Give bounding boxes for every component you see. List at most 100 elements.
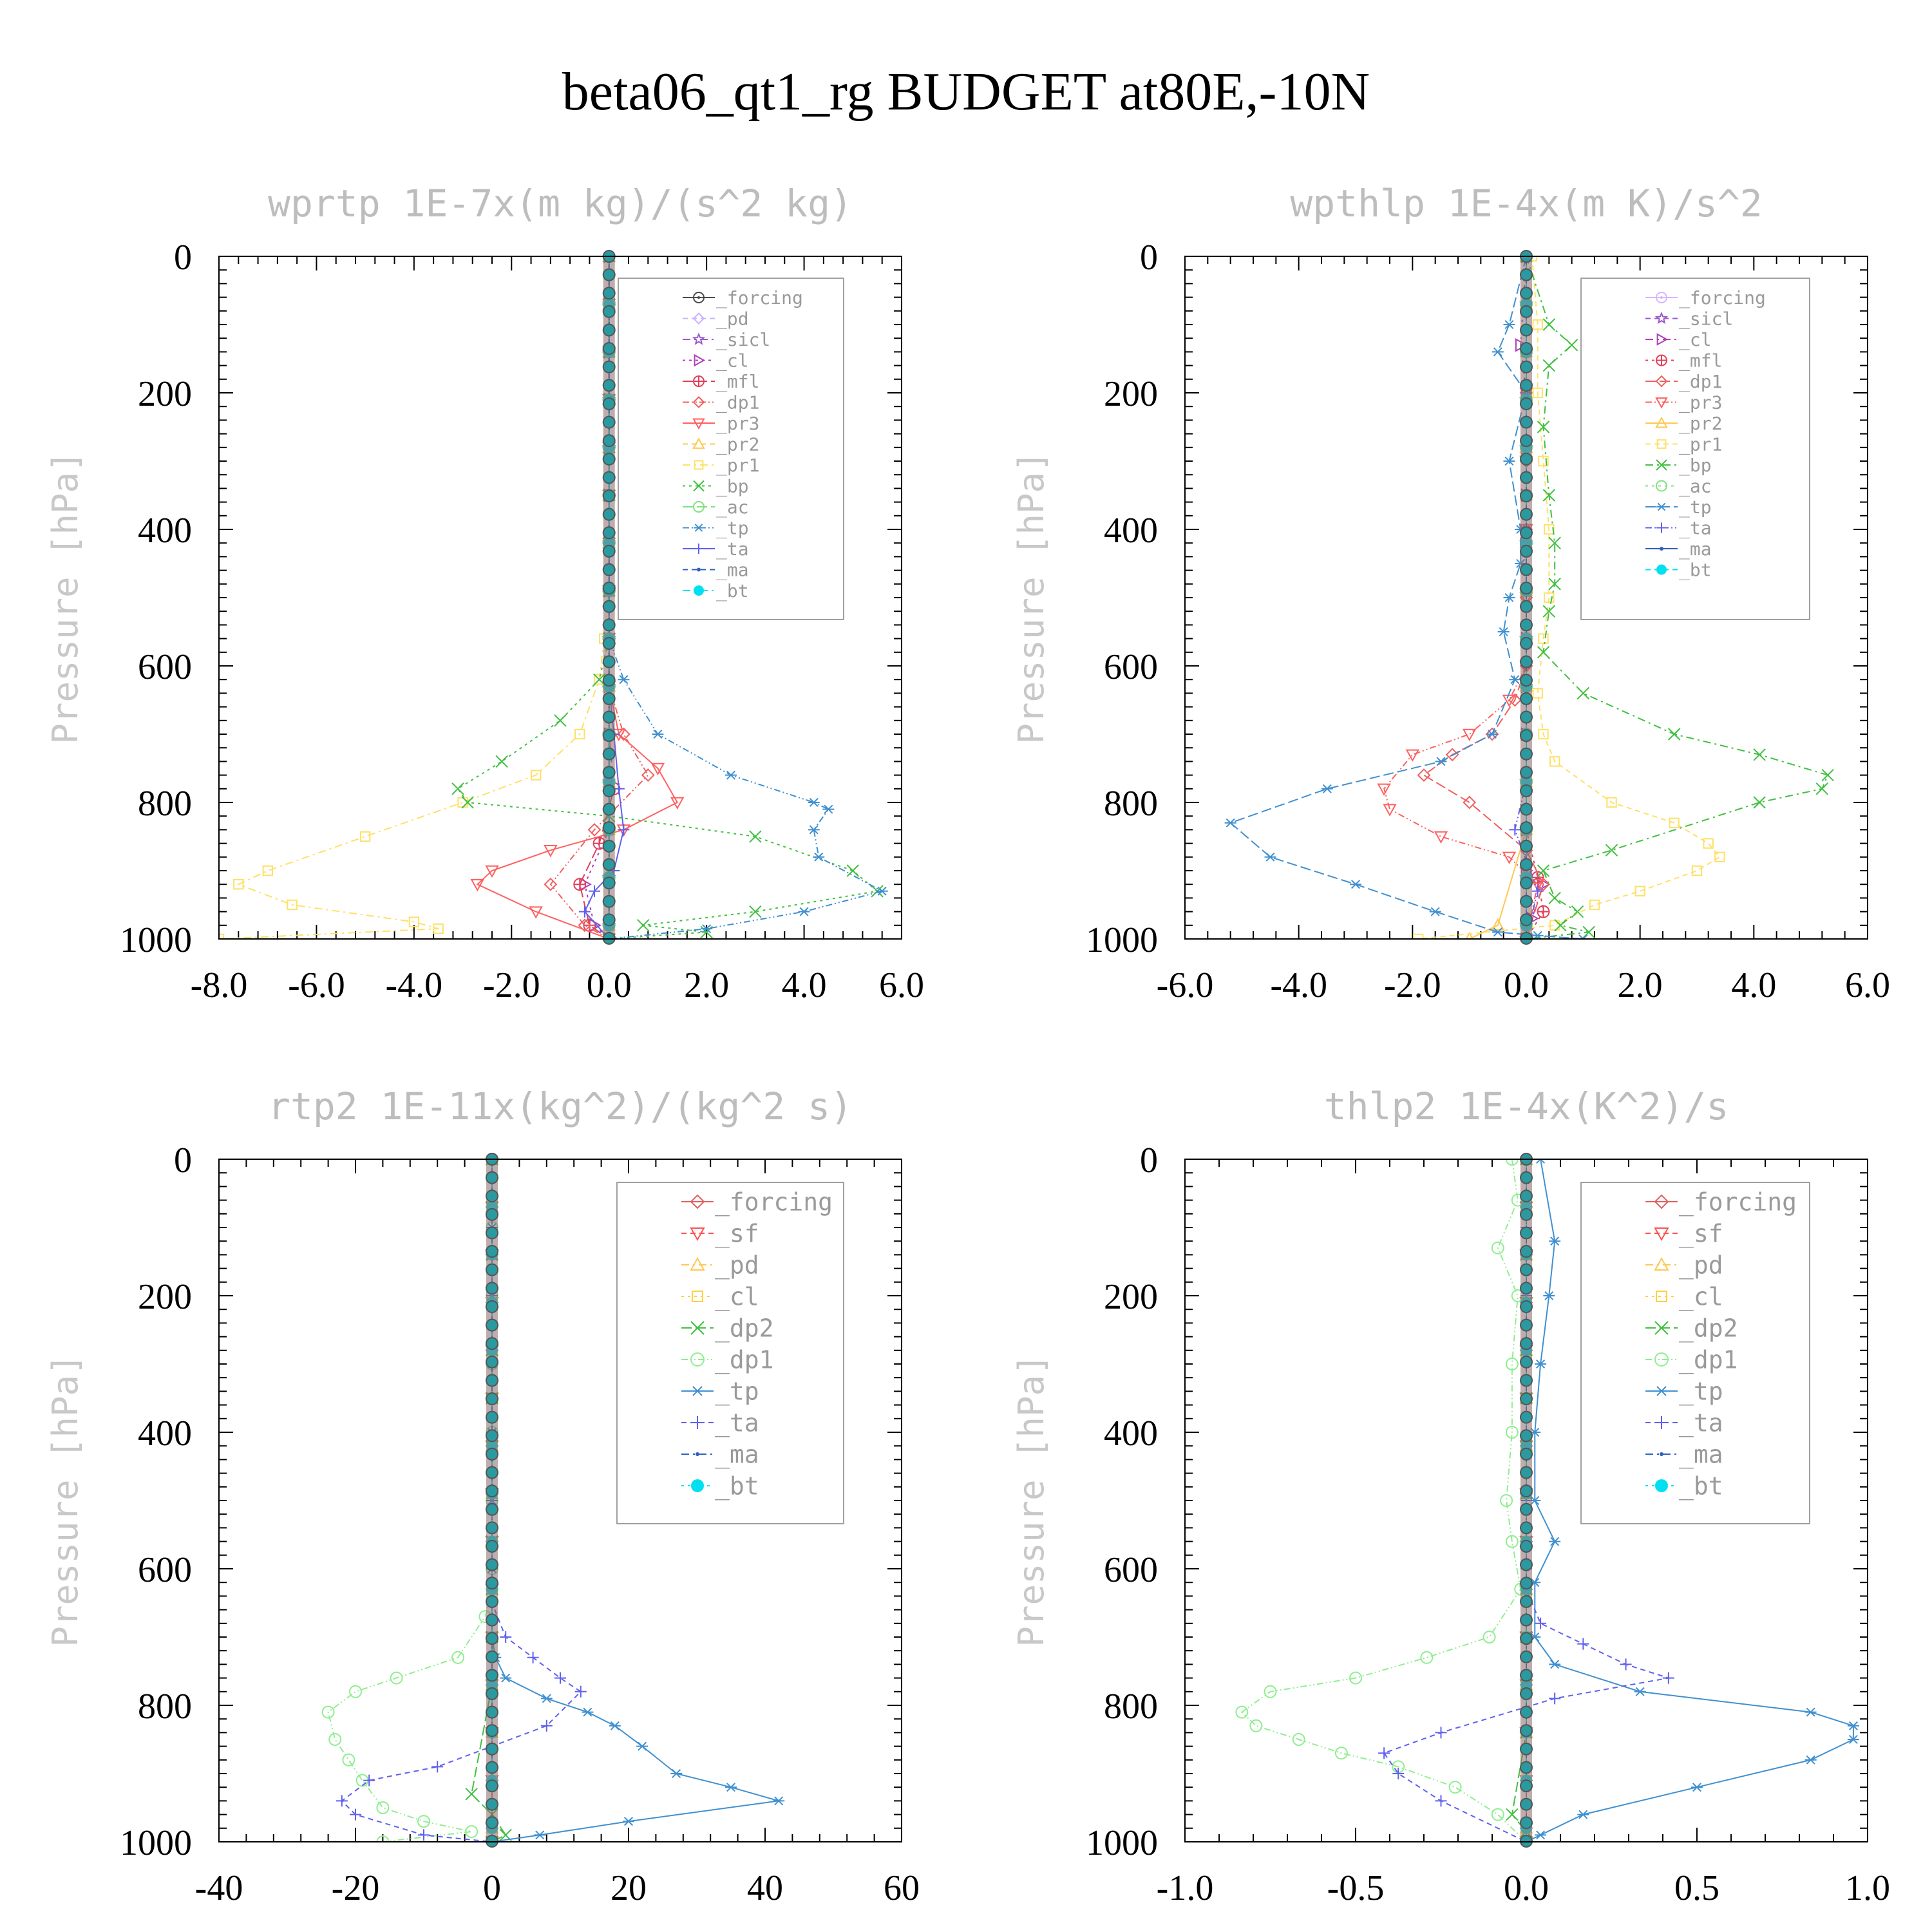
- bt-marker: [1520, 1263, 1533, 1276]
- data-point: [749, 905, 762, 918]
- legend-label: _ma: [1679, 538, 1712, 560]
- legend-label: _bt: [1679, 1472, 1723, 1501]
- legend-item: _dp2: [1645, 1314, 1738, 1343]
- data-point: [363, 1774, 375, 1786]
- figure-title: beta06_qt1_rg BUDGET at80E,-10N: [562, 62, 1370, 122]
- data-point: [636, 1741, 649, 1751]
- data-point: [876, 886, 888, 896]
- data-point: [1420, 1651, 1434, 1664]
- data-point: [1417, 768, 1431, 782]
- y-tick-label: 1000: [120, 920, 192, 960]
- legend-label: _ta: [1679, 517, 1712, 539]
- bt-marker: [1520, 379, 1533, 392]
- legend-item: _pr1: [1645, 433, 1722, 455]
- data-point: [1538, 877, 1551, 891]
- legend-item: _pd: [681, 1251, 759, 1280]
- data-point: [1542, 359, 1556, 372]
- data-point: [1321, 784, 1333, 793]
- x-tick-label: 40: [747, 1868, 783, 1908]
- legend-item: _sf: [681, 1219, 759, 1248]
- data-point: [574, 728, 585, 740]
- y-tick-label: 200: [1104, 1277, 1158, 1317]
- data-point: [1463, 795, 1477, 810]
- data-point: [808, 797, 820, 808]
- legend-item: _mfl: [1645, 350, 1722, 372]
- data-point: [1500, 1494, 1513, 1507]
- bt-marker: [486, 1632, 498, 1645]
- x-tick-label: 0.5: [1674, 1868, 1719, 1908]
- data-point: [1535, 1359, 1547, 1369]
- data-point: [574, 1685, 587, 1698]
- plot-frame: [218, 1159, 902, 1842]
- data-point: [670, 797, 685, 810]
- bt-marker: [602, 710, 616, 724]
- bt-marker: [602, 323, 616, 337]
- bt-marker: [1520, 1650, 1533, 1663]
- bt-marker: [602, 618, 616, 632]
- bt-marker: [1520, 1779, 1533, 1793]
- bt-marker: [602, 544, 616, 558]
- legend-label: _ta: [1679, 1408, 1723, 1437]
- plot-frame: [218, 256, 902, 940]
- data-point: [1549, 920, 1560, 931]
- data-point: [1264, 852, 1276, 862]
- data-point: [623, 1817, 634, 1826]
- data-point: [349, 1685, 362, 1698]
- legend-item: _tp: [681, 1377, 759, 1406]
- x-tick-label: -1.0: [1157, 1868, 1214, 1908]
- data-point: [1577, 1810, 1589, 1819]
- bt-marker: [1520, 1521, 1533, 1535]
- bt-marker: [602, 876, 616, 890]
- bt-marker: [1520, 489, 1533, 503]
- bt-marker: [1520, 1484, 1533, 1498]
- data-point: [465, 1825, 478, 1839]
- legend: _forcing_sicl_cl_mfl_dp1_pr3_pr2_pr1_bp_…: [1580, 278, 1810, 620]
- bt-marker: [1520, 1226, 1533, 1240]
- legend-item: _pr2: [683, 433, 759, 455]
- bt-marker: [1520, 287, 1533, 300]
- legend-label: _pd: [1679, 1251, 1723, 1280]
- bt-marker: [602, 342, 616, 355]
- series-line: [457, 256, 879, 939]
- legend-item: _dp2: [681, 1314, 774, 1343]
- data-point: [1535, 1159, 1547, 1164]
- legend-item: _sicl: [683, 329, 770, 351]
- bt-marker: [1520, 268, 1533, 281]
- bt-marker: [602, 434, 616, 448]
- data-point: [534, 1830, 546, 1840]
- legend-item: _bt: [681, 1472, 759, 1501]
- y-axis-label: Pressure [hPa]: [45, 1354, 86, 1647]
- bt-marker: [1520, 1632, 1533, 1645]
- legend-label: _ac: [716, 497, 749, 518]
- data-point: [725, 770, 737, 780]
- bt-marker: [602, 802, 616, 816]
- legend-item: _ac: [683, 497, 749, 518]
- data-point: [617, 727, 630, 741]
- legend-label: _sf: [715, 1219, 759, 1248]
- legend-item: _ma: [683, 559, 749, 581]
- bt-marker: [486, 1577, 498, 1590]
- bt-marker: [1520, 1540, 1533, 1553]
- bt-marker: [602, 287, 616, 300]
- legend-label: _dp1: [1679, 1345, 1738, 1374]
- data-point: [1537, 877, 1550, 891]
- data-point: [433, 923, 444, 934]
- legend-label: _tp: [716, 517, 749, 539]
- legend-item: _cl: [1645, 329, 1712, 351]
- y-tick-label: 1000: [120, 1823, 192, 1863]
- bt-marker: [1520, 655, 1533, 668]
- chart-panel-4: thlp2 1E-4x(K^2)/s Pressure [hPa] -1.0 -0.5…: [1011, 1084, 1890, 1908]
- data-point: [451, 1651, 464, 1664]
- bt-marker: [602, 747, 616, 761]
- axis-ticks: [218, 256, 902, 940]
- data-point: [527, 1651, 539, 1663]
- data-point: [1531, 885, 1544, 897]
- legend-label: _cl: [1679, 329, 1712, 351]
- data-point: [1582, 925, 1595, 939]
- bt-marker: [486, 1521, 498, 1535]
- zero-column-markers: [486, 1153, 498, 1848]
- data-point: [1535, 1617, 1547, 1629]
- data-point: [1485, 727, 1499, 741]
- x-tick-label: 0.0: [1504, 965, 1549, 1005]
- data-point: [1508, 693, 1522, 707]
